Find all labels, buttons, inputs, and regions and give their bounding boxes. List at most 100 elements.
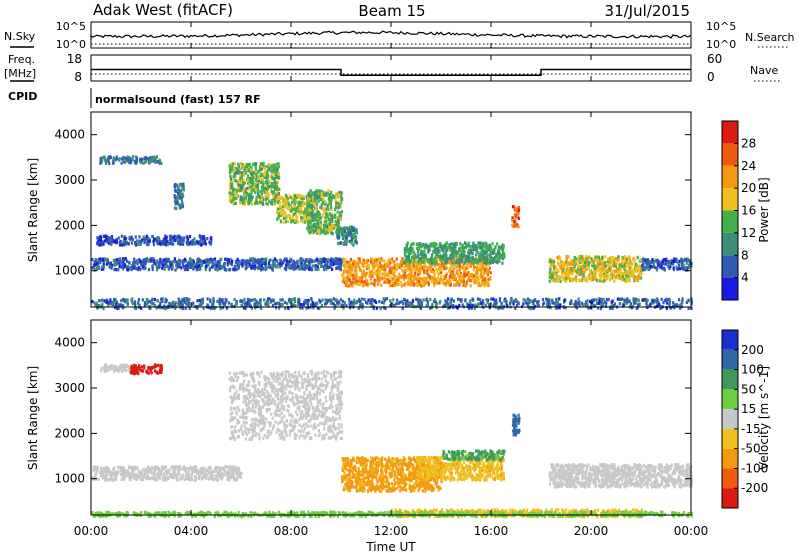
velocity-colorbar-tick: -100: [741, 461, 768, 475]
echo-region: [173, 182, 185, 210]
velocity-colorbar-label: Velocity [m s^-1]: [757, 366, 771, 470]
power-colorbar-tick: 20: [741, 181, 756, 195]
nsearch-label: N.Search: [745, 31, 795, 44]
velocity-colorbar-segment: [722, 448, 738, 469]
time-axis-label: Time UT: [365, 540, 416, 554]
power-colorbar-tick: 12: [741, 226, 756, 240]
noise-trace: [90, 30, 692, 45]
velocity-colorbar: 200 100 50 15 -15 -50 -100 -200 Velocity [m s^-…: [721, 329, 771, 509]
beam-title: Beam 15: [358, 2, 425, 20]
cpid-text: normalsound (fast) 157 RF: [95, 93, 261, 106]
echo-region: [228, 369, 344, 442]
time-tick-label: 20:00: [574, 524, 609, 538]
echo-region: [548, 254, 643, 283]
velocity-colorbar-segment: [722, 409, 738, 429]
power-colorbar: 4 8 12 16 20 24 28 Power [dB]: [721, 120, 771, 301]
frequency-trace: [91, 68, 691, 76]
time-tick-label: 08:00: [274, 524, 309, 538]
echo-region: [511, 205, 521, 229]
velocity-colorbar-tick: -15: [741, 422, 761, 436]
power-colorbar-segment: [722, 210, 738, 233]
power-colorbar-tick: 24: [741, 159, 756, 173]
power-panel: 1000 2000 3000 4000 Slant Range [km]: [26, 111, 693, 311]
range-tick-label: 2000: [54, 426, 85, 440]
power-colorbar-tick: 28: [741, 136, 756, 150]
station-title: Adak West (fitACF): [93, 1, 233, 19]
power-colorbar-segment: [722, 255, 738, 278]
velocity-colorbar-tick: 15: [741, 402, 756, 416]
velocity-colorbar-tick: 100: [741, 363, 764, 377]
power-colorbar-segment: [722, 143, 738, 166]
power-colorbar-tick: 16: [741, 204, 756, 218]
freq-tick-8: 8: [74, 70, 82, 84]
time-tick-label: 04:00: [174, 524, 209, 538]
range-tick-label: 1000: [54, 264, 85, 278]
echo-region: [100, 363, 131, 373]
power-colorbar-segment: [722, 165, 738, 189]
echo-region: [99, 155, 163, 165]
date-title: 31/Jul/2015: [605, 2, 690, 20]
velocity-colorbar-tick: 200: [741, 343, 764, 357]
time-tick-label: 00:00: [674, 524, 709, 538]
range-tick-label: 4000: [54, 128, 85, 142]
freq-tick-18: 18: [67, 52, 82, 66]
noise-tick-top-right: 10^5: [706, 20, 736, 33]
echo-region: [306, 189, 344, 236]
echo-region: [548, 462, 694, 489]
range-tick-label: 3000: [54, 173, 85, 187]
echo-region: [91, 465, 243, 482]
velocity-colorbar-segment: [722, 330, 738, 350]
time-tick-label: 00:00: [74, 524, 109, 538]
noise-sky-line: [90, 30, 692, 40]
echo-region: [91, 257, 343, 272]
echo-region: [96, 234, 213, 247]
range-tick-label: 2000: [54, 218, 85, 232]
velocity-colorbar-tick: -50: [741, 442, 761, 456]
velocity-ylabel: Slant Range [km]: [26, 366, 40, 470]
echo-region: [442, 449, 506, 462]
velocity-colorbar-segment: [722, 428, 738, 449]
velocity-colorbar-segment: [722, 349, 738, 370]
velocity-colorbar-tick: 50: [741, 382, 756, 396]
noise-tick-top-left: 10^5: [56, 20, 86, 33]
echo-region: [129, 363, 163, 376]
power-colorbar-segment: [722, 121, 738, 144]
power-echo-layer: [91, 155, 693, 311]
power-colorbar-segment: [722, 232, 738, 256]
echo-region: [228, 161, 281, 206]
time-tick-label: 12:00: [374, 524, 409, 538]
power-ylabel: Slant Range [km]: [26, 158, 40, 262]
velocity-colorbar-segment: [722, 468, 738, 489]
time-tick-label: 16:00: [474, 524, 509, 538]
power-colorbar-segment: [722, 188, 738, 211]
time-axis: 00:00 04:00 08:00 12:00 16:00 20:00 00:00: [74, 22, 709, 538]
echo-region: [336, 225, 358, 247]
velocity-range-ticks: 1000 2000 3000 4000: [54, 336, 691, 486]
noise-tick-bottom-left: 10^0: [56, 38, 86, 51]
frequency-line: [91, 68, 691, 76]
noise-panel: 10^5 10^0 10^5 10^0: [56, 20, 736, 51]
frequency-panel: 18 8 60 0: [67, 52, 723, 84]
power-colorbar-tick: 4: [741, 271, 749, 285]
velocity-colorbar-tick: -200: [741, 481, 768, 495]
echo-region: [403, 241, 506, 265]
velocity-colorbar-segment: [722, 488, 738, 508]
velocity-panel: 1000 2000 3000 4000 Slant Range [km]: [26, 319, 694, 519]
range-tick-label: 3000: [54, 381, 85, 395]
range-tick-label: 4000: [54, 336, 85, 350]
cpid-label: CPID: [8, 90, 37, 103]
freq-unit-label: [MHz]: [4, 67, 36, 80]
nave-label: Nave: [750, 64, 778, 77]
range-tick-label: 1000: [54, 472, 85, 486]
cpid-panel: normalsound (fast) 157 RF: [90, 88, 261, 108]
velocity-colorbar-segment: [722, 369, 738, 390]
echo-region: [511, 413, 521, 437]
nave-tick-0: 0: [707, 70, 715, 84]
power-range-ticks: 1000 2000 3000 4000: [54, 128, 691, 278]
velocity-colorbar-segment: [722, 389, 738, 410]
power-colorbar-label: Power [dB]: [757, 177, 771, 242]
noise-tick-bottom-right: 10^0: [706, 38, 736, 51]
power-colorbar-tick: 8: [741, 248, 749, 262]
nsky-label: N.Sky: [4, 30, 36, 43]
